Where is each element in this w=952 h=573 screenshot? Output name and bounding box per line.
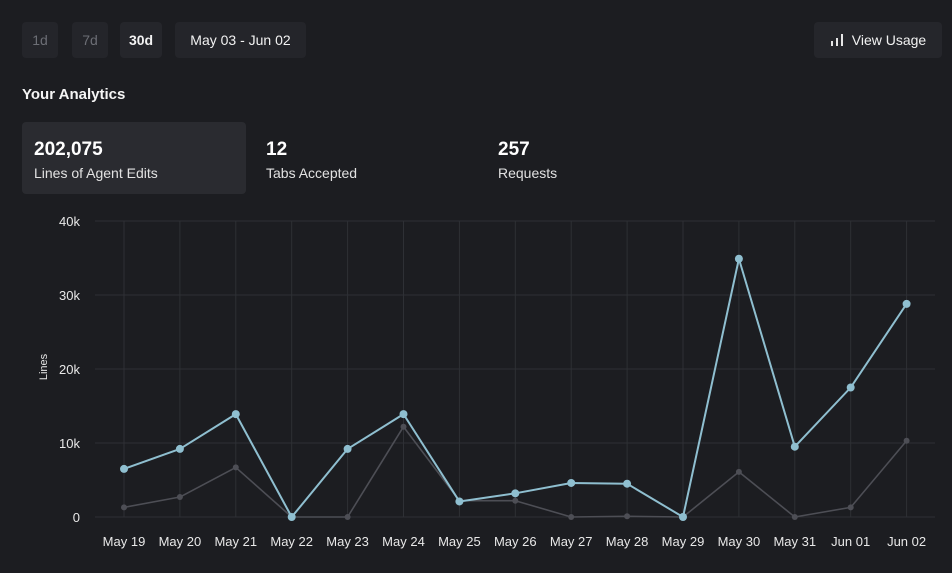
- y-tick-label: 20k: [59, 362, 80, 377]
- x-tick-label: May 23: [326, 534, 369, 549]
- metric-requests[interactable]: 257 Requests: [486, 122, 710, 194]
- x-tick-label: May 31: [773, 534, 816, 549]
- metric-value: 257: [498, 139, 530, 160]
- data-point-agent-edits: [846, 383, 855, 392]
- x-tick-label: May 19: [103, 534, 146, 549]
- metric-value: 12: [266, 139, 288, 160]
- data-point-agent-edits: [511, 489, 520, 498]
- x-tick-label: Jun 01: [831, 534, 870, 549]
- metric-value: 202,075: [34, 139, 103, 160]
- data-point-secondary: [232, 464, 239, 471]
- data-point-agent-edits: [120, 464, 128, 473]
- data-point-secondary: [176, 494, 183, 501]
- x-tick-label: May 29: [662, 534, 705, 549]
- section-title: Your Analytics: [22, 86, 126, 103]
- view-usage-button[interactable]: View Usage: [814, 22, 942, 58]
- data-point-secondary: [568, 514, 575, 520]
- data-point-agent-edits: [231, 410, 240, 419]
- metric-tabs-accepted[interactable]: 12 Tabs Accepted: [254, 122, 478, 194]
- data-point-secondary: [400, 423, 407, 430]
- x-tick-label: May 24: [382, 534, 425, 549]
- data-point-agent-edits: [287, 513, 296, 521]
- data-point-agent-edits: [623, 479, 632, 488]
- data-point-secondary: [735, 468, 742, 475]
- x-tick-label: May 26: [494, 534, 537, 549]
- x-tick-label: May 27: [550, 534, 593, 549]
- x-tick-label: May 25: [438, 534, 481, 549]
- data-point-secondary: [624, 513, 631, 520]
- y-axis-label: Lines: [38, 353, 50, 380]
- y-tick-label: 10k: [59, 436, 80, 451]
- lines-line-chart: 0 10k 20k 30k 40k May 19 May 20 May 21 May 22 May…: [38, 214, 935, 549]
- data-point-agent-edits: [455, 497, 464, 506]
- data-point-agent-edits: [343, 444, 352, 453]
- data-point-agent-edits: [734, 254, 743, 263]
- data-point-secondary: [903, 437, 910, 444]
- metric-lines-agent-edits[interactable]: 202,075 Lines of Agent Edits: [22, 122, 246, 194]
- range-7d-button[interactable]: 7d: [72, 22, 108, 58]
- bar-chart-icon: [830, 34, 843, 46]
- range-1d-button[interactable]: 1d: [22, 22, 58, 58]
- x-tick-label: May 28: [606, 534, 649, 549]
- data-point-secondary: [512, 497, 519, 504]
- metric-label: Requests: [498, 165, 558, 181]
- toolbar: 1d 7d 30d May 03 - Jun 02 View Usage: [22, 22, 942, 58]
- x-tick-label: May 22: [270, 534, 313, 549]
- x-tick-label: Jun 02: [887, 534, 926, 549]
- view-usage-label: View Usage: [851, 32, 927, 48]
- metric-label: Tabs Accepted: [266, 165, 358, 181]
- data-point-secondary: [791, 514, 798, 520]
- metric-label: Lines of Agent Edits: [34, 165, 158, 181]
- y-tick-label: 40k: [59, 214, 80, 229]
- x-tick-label: May 21: [214, 534, 257, 549]
- range-30d-button[interactable]: 30d: [120, 22, 162, 58]
- x-tick-label: May 30: [718, 534, 761, 549]
- x-tick-label: May 20: [159, 534, 202, 549]
- data-point-agent-edits: [790, 442, 799, 451]
- y-tick-label: 0: [73, 510, 80, 525]
- data-point-agent-edits: [399, 410, 408, 419]
- data-point-agent-edits: [679, 513, 687, 521]
- data-point-agent-edits: [175, 444, 184, 453]
- data-point-secondary: [121, 504, 127, 511]
- data-point-secondary: [847, 504, 854, 511]
- date-range-button[interactable]: May 03 - Jun 02: [175, 22, 306, 58]
- data-point-secondary: [344, 514, 351, 520]
- data-point-agent-edits: [902, 299, 911, 308]
- y-tick-label: 30k: [59, 288, 80, 303]
- data-point-agent-edits: [567, 478, 576, 487]
